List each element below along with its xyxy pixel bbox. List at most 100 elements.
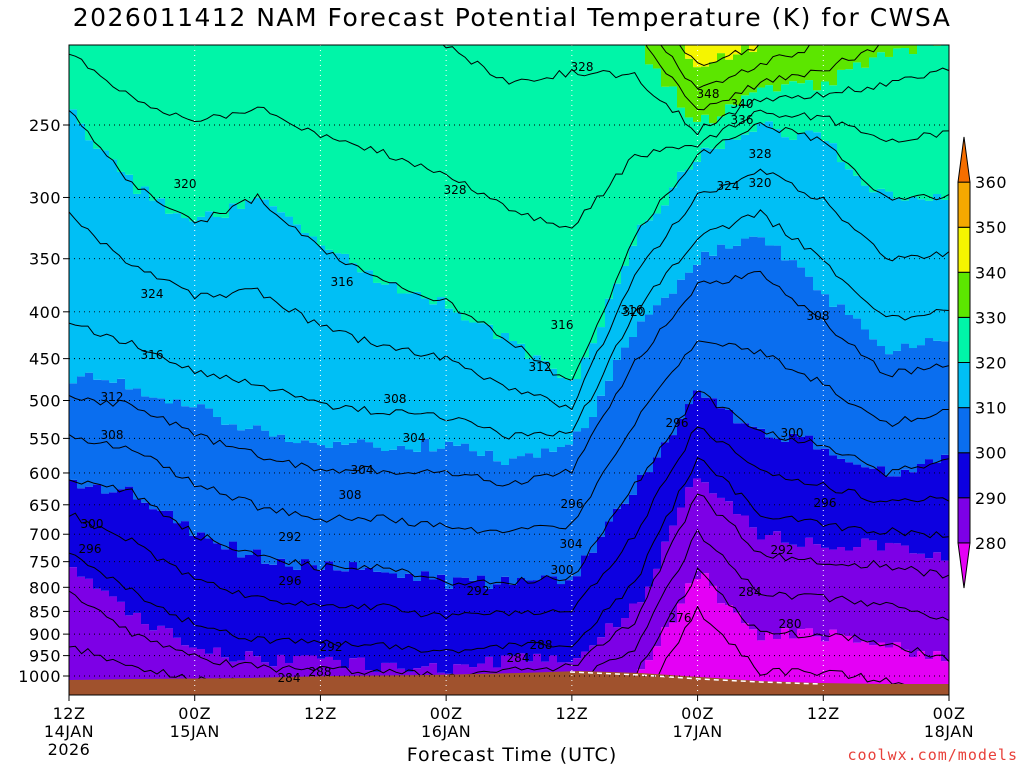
color-band-strip bbox=[941, 199, 949, 342]
color-band-strip bbox=[557, 377, 566, 447]
color-band-strip bbox=[701, 573, 710, 695]
color-band-strip bbox=[285, 566, 294, 663]
color-band-strip bbox=[477, 575, 486, 664]
color-band-strip bbox=[813, 290, 822, 450]
colorbar-label: 310 bbox=[975, 399, 1007, 418]
color-band-strip bbox=[701, 45, 710, 67]
color-band-strip bbox=[629, 603, 638, 684]
color-band-strip bbox=[373, 45, 382, 283]
color-band-strip bbox=[93, 379, 102, 485]
color-band-strip bbox=[901, 200, 910, 344]
color-band-strip bbox=[901, 48, 910, 201]
colorbar-segment bbox=[957, 316, 971, 363]
x-tick-label: 00Z bbox=[178, 704, 211, 723]
color-band-strip bbox=[661, 45, 670, 87]
color-band-strip bbox=[901, 649, 910, 695]
color-band-strip bbox=[925, 459, 934, 559]
color-band-strip bbox=[765, 45, 774, 86]
color-band-strip bbox=[621, 347, 630, 504]
color-band-strip bbox=[837, 634, 846, 695]
color-band-strip bbox=[637, 224, 646, 322]
color-band-strip bbox=[821, 547, 830, 642]
color-band-strip bbox=[805, 435, 814, 538]
color-band-strip bbox=[597, 395, 606, 537]
color-band-strip bbox=[109, 596, 118, 695]
colorbar-label: 360 bbox=[975, 173, 1007, 192]
color-band-strip bbox=[117, 601, 126, 695]
color-band-strip bbox=[413, 291, 422, 452]
color-band-strip bbox=[773, 245, 782, 439]
color-band-strip bbox=[909, 348, 918, 473]
color-band-strip bbox=[429, 451, 438, 580]
color-band-strip bbox=[581, 428, 590, 556]
color-band-strip bbox=[341, 696, 350, 700]
color-band-strip bbox=[933, 194, 942, 341]
color-band-strip bbox=[901, 45, 910, 49]
color-band-strip bbox=[733, 45, 742, 55]
isentrope-336 bbox=[660, 45, 811, 90]
color-band-strip bbox=[421, 438, 430, 572]
color-band-strip bbox=[757, 40, 766, 45]
colorbar-label: 280 bbox=[975, 534, 1007, 553]
color-band-strip bbox=[309, 442, 318, 566]
color-band-strip bbox=[133, 499, 142, 613]
isentrope-280 bbox=[81, 567, 949, 695]
color-band-strip bbox=[453, 445, 462, 578]
color-band-strip bbox=[845, 45, 854, 70]
colorbar-segment bbox=[957, 181, 971, 228]
color-band-strip bbox=[189, 407, 198, 536]
color-band-strip bbox=[589, 696, 598, 700]
color-band-strip bbox=[765, 632, 774, 695]
color-band-strip bbox=[677, 507, 686, 604]
color-band-strip bbox=[741, 45, 750, 96]
color-band-strip bbox=[709, 398, 718, 494]
color-band-strip bbox=[893, 45, 902, 49]
color-band-strip bbox=[101, 150, 110, 381]
color-band-strip bbox=[941, 341, 949, 455]
color-band-strip bbox=[149, 630, 158, 695]
color-band-strip bbox=[717, 53, 726, 117]
color-band-strip bbox=[677, 45, 686, 108]
color-band-strip bbox=[757, 428, 766, 540]
contour-label: 328 bbox=[749, 147, 772, 161]
color-band-strip bbox=[165, 403, 174, 511]
color-band-strip bbox=[757, 123, 766, 238]
color-band-strip bbox=[877, 550, 886, 643]
color-band-strip bbox=[325, 698, 334, 700]
contour-label: 312 bbox=[101, 390, 124, 404]
color-band-strip bbox=[357, 45, 366, 273]
color-band-strip bbox=[901, 343, 910, 470]
color-band-strip bbox=[381, 45, 390, 285]
colorbar-label: 340 bbox=[975, 263, 1007, 282]
color-band-strip bbox=[517, 697, 526, 700]
color-band-strip bbox=[773, 45, 782, 92]
color-band-strip bbox=[885, 56, 894, 192]
color-band-strip bbox=[117, 378, 126, 490]
color-band-strip bbox=[69, 109, 78, 384]
color-band-strip bbox=[725, 409, 734, 502]
contour-label: 328 bbox=[571, 60, 594, 74]
color-band-strip bbox=[573, 379, 582, 432]
color-band-strip bbox=[797, 546, 806, 630]
color-band-strip bbox=[101, 493, 110, 591]
color-band-strip bbox=[717, 148, 726, 245]
color-band-strip bbox=[229, 541, 238, 662]
isentrope-316 bbox=[69, 168, 949, 411]
color-band-strip bbox=[333, 253, 342, 442]
color-band-strip bbox=[653, 305, 662, 458]
colorbar-segment bbox=[957, 542, 971, 589]
color-band-strip bbox=[733, 423, 742, 515]
color-band-strip bbox=[877, 188, 886, 347]
color-band-strip bbox=[573, 576, 582, 659]
color-band-strip bbox=[437, 574, 446, 673]
y-tick-label: 550 bbox=[29, 429, 61, 448]
color-band-strip bbox=[701, 482, 710, 574]
color-band-strip bbox=[701, 147, 710, 252]
color-band-strip bbox=[85, 578, 94, 695]
contour-label: 300 bbox=[81, 517, 104, 531]
contour-label: 284 bbox=[507, 651, 530, 665]
y-tick-label: 400 bbox=[29, 303, 61, 322]
color-band-strip bbox=[837, 162, 846, 305]
color-band-strip bbox=[717, 116, 726, 149]
contour-label: 300 bbox=[781, 426, 804, 440]
